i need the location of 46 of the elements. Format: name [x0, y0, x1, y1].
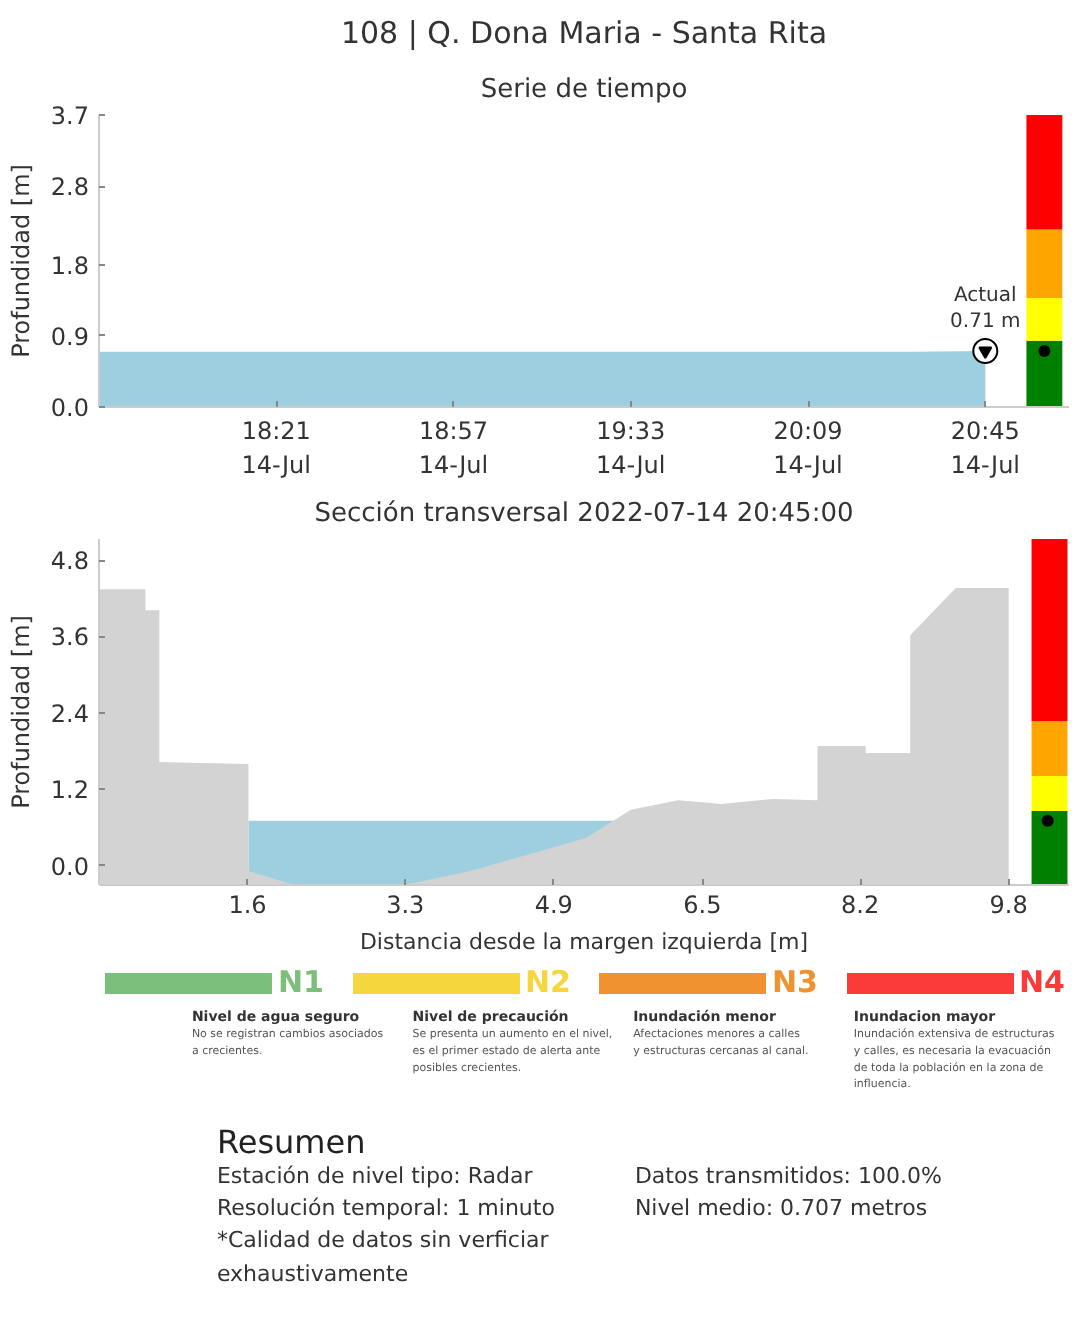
- y-axis-title: Profundidad [m]: [6, 164, 35, 358]
- y-tick-label: 4.8: [50, 547, 90, 576]
- chart-title: 108 | Q. Dona Maria - Santa Rita: [340, 15, 828, 51]
- y-tick-label: 2.8: [50, 173, 90, 202]
- text: Estación de nivel tipo: Radar: [216, 1163, 534, 1189]
- y-tick-label: 1.2: [50, 776, 90, 805]
- x-tick-label: 18:21 14-Jul: [241, 417, 312, 479]
- x-tick-label: 20:09 14-Jul: [773, 417, 843, 479]
- chart-title: Sección transversal 2022-07-14 20:45:00: [314, 499, 854, 529]
- y-tick-label: 2.4: [50, 699, 90, 728]
- x-tick-label: 19:33 14-Jul: [596, 417, 666, 479]
- x-tick-label: 18:57 14-Jul: [418, 417, 489, 479]
- x-axis-title: Distancia desde la margen izquierda [m]: [359, 929, 809, 955]
- annotation: Actual 0.71 m: [950, 284, 1021, 333]
- y-tick-label: 0.9: [50, 322, 90, 351]
- x-tick-label: 4.9: [534, 891, 573, 919]
- text: *Calidad de datos sin verficiar exhaustivamente: [216, 1227, 550, 1287]
- bar: [1026, 229, 1063, 299]
- y-tick-label: 0.0: [50, 394, 90, 422]
- x-tick-label: 8.2: [841, 891, 880, 919]
- text: Resolución temporal: 1 minuto: [216, 1195, 556, 1221]
- bar: [1026, 115, 1063, 230]
- y-tick-label: 0.0: [50, 852, 90, 881]
- x-tick-label: 1.6: [228, 891, 267, 919]
- legend-label: N1: [278, 964, 324, 1000]
- bar: [1031, 539, 1068, 722]
- bar: [1031, 721, 1068, 777]
- legend-label: N2: [525, 964, 571, 1000]
- x-tick-label: 20:45 14-Jul: [950, 417, 1021, 479]
- bar: [1031, 776, 1068, 812]
- text: Resumen: [216, 1123, 366, 1161]
- y-tick-label: 1.8: [50, 251, 90, 280]
- text: Nivel medio: 0.707 metros: [634, 1195, 928, 1221]
- x-tick-label: 9.8: [989, 891, 1028, 919]
- bar: [1031, 811, 1068, 885]
- y-tick-label: 3.6: [50, 623, 90, 652]
- legend-label: N3: [772, 964, 818, 1000]
- bar: [1026, 298, 1063, 341]
- y-tick-label: 3.7: [50, 102, 90, 130]
- x-tick-label: 6.5: [683, 891, 722, 919]
- text: Datos transmitidos: 100.0%: [634, 1163, 942, 1189]
- x-tick-label: 3.3: [386, 891, 425, 919]
- y-axis-title: Profundidad [m]: [6, 615, 35, 809]
- legend-label: N4: [1019, 964, 1065, 1000]
- chart-subtitle: Serie de tiempo: [480, 75, 688, 105]
- bar: [1026, 340, 1063, 407]
